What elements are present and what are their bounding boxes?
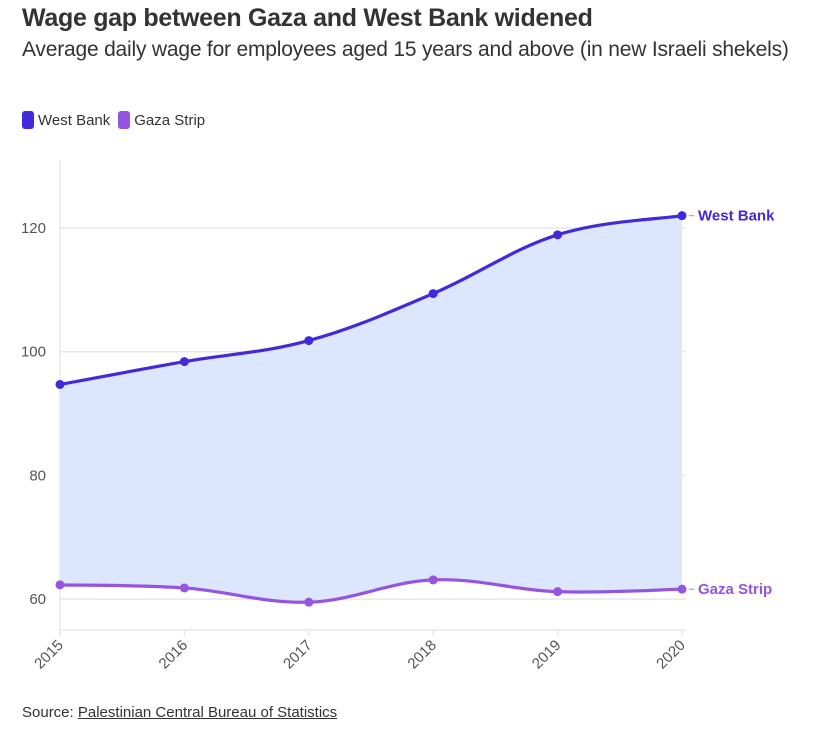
legend-item-west-bank[interactable]: West Bank: [22, 111, 110, 129]
data-point-west-bank: [553, 230, 563, 240]
y-tick-label: 80: [29, 467, 46, 484]
legend-swatch-west-bank: [22, 111, 34, 129]
end-label-west-bank: West Bank: [698, 208, 775, 225]
legend: West Bank Gaza Strip: [22, 111, 213, 129]
x-tick-label: 2020: [653, 637, 689, 673]
source-line: Source: Palestinian Central Bureau of St…: [22, 704, 337, 721]
y-tick-label: 100: [21, 344, 46, 361]
data-point-west-bank: [428, 289, 438, 299]
end-label-gaza-strip: Gaza Strip: [698, 581, 772, 598]
source-link[interactable]: Palestinian Central Bureau of Statistics: [77, 704, 338, 721]
x-tick-label: 2015: [31, 637, 67, 673]
x-tick-label: 2019: [529, 637, 565, 673]
data-point-west-bank: [55, 379, 65, 389]
chart-canvas: 60 80 100 120 2015 2016 2017 2018 2019 2020 West …: [21, 160, 775, 673]
x-tick-label: 2018: [404, 637, 440, 673]
source-prefix: Source:: [22, 704, 78, 721]
legend-label-west-bank: West Bank: [38, 111, 111, 129]
chart-subtitle: Average daily wage for employees aged 15…: [22, 38, 789, 61]
x-tick-label: 2016: [156, 637, 192, 673]
area-between-series: [60, 215, 682, 603]
data-point-gaza-strip: [179, 583, 189, 593]
series-line-gaza-strip: [58, 578, 684, 604]
series-lines: [55, 211, 687, 607]
series-line-west-bank: [58, 214, 684, 387]
data-point-gaza-strip: [428, 575, 438, 585]
data-point-gaza-strip: [553, 587, 563, 597]
data-point-west-bank: [179, 357, 189, 367]
legend-swatch-gaza-strip: [118, 111, 131, 129]
data-point-gaza-strip: [304, 597, 314, 607]
data-point-west-bank: [677, 211, 687, 221]
legend-label-gaza-strip: Gaza Strip: [134, 111, 206, 129]
end-labels: West Bank Gaza Strip: [689, 208, 775, 598]
legend-item-gaza-strip[interactable]: Gaza Strip: [118, 111, 205, 129]
data-point-gaza-strip: [55, 580, 65, 590]
y-tick-label: 60: [29, 591, 46, 608]
chart-title: Wage gap between Gaza and West Bank wide…: [22, 4, 593, 32]
y-tick-label: 120: [21, 220, 46, 237]
x-tick-label: 2017: [280, 637, 316, 673]
data-point-gaza-strip: [677, 584, 687, 594]
data-point-west-bank: [304, 336, 314, 346]
